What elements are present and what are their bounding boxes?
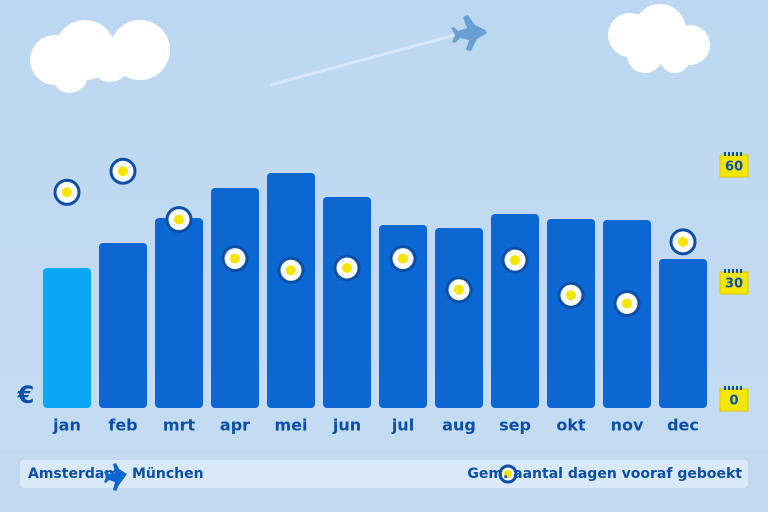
marker-dot (622, 298, 632, 309)
x-tick-label: nov (611, 416, 644, 435)
x-tick-label: dec (667, 416, 699, 435)
x-tick-label: feb (108, 416, 137, 435)
y2-tick-label: 60 (725, 160, 743, 175)
x-tick-label: jul (391, 416, 414, 435)
x-tick-label: jan (52, 416, 81, 435)
y2-tick-label: 30 (725, 277, 743, 292)
route-to: München (132, 466, 204, 482)
contrail (269, 33, 456, 87)
y2-tick-label: 0 (729, 394, 738, 409)
y-axis-label: € (17, 381, 35, 409)
bar (435, 228, 483, 408)
bar (43, 268, 91, 408)
bar (379, 225, 427, 408)
legend-label: Gem. aantal dagen vooraf geboekt (467, 466, 742, 482)
x-tick-label: aug (442, 416, 476, 435)
bar (267, 173, 315, 408)
x-tick-label: mei (274, 416, 307, 435)
x-tick-label: sep (499, 416, 531, 435)
cloud (30, 20, 170, 93)
bar (547, 219, 595, 408)
bar (323, 197, 371, 408)
marker-dot (342, 262, 352, 273)
bar (99, 243, 147, 408)
marker-dot (286, 265, 296, 276)
marker-dot (230, 253, 240, 264)
legend-bar (20, 460, 748, 488)
cloud (608, 4, 710, 73)
bar (659, 259, 707, 408)
x-tick-label: mrt (163, 416, 196, 435)
legend-marker-dot (504, 470, 512, 478)
bar (211, 188, 259, 408)
marker-dot (398, 253, 408, 264)
marker-dot (454, 284, 464, 295)
marker-dot (566, 290, 576, 301)
marker-dot (678, 236, 688, 247)
airplane (451, 15, 487, 51)
marker-dot (510, 255, 520, 266)
bar (491, 214, 539, 408)
route-from: Amsterdam (28, 466, 119, 482)
x-tick-label: jun (332, 416, 361, 435)
marker-dot (174, 214, 184, 225)
marker-dot (118, 166, 128, 177)
marker-dot (62, 187, 72, 198)
bar (155, 218, 203, 408)
x-tick-label: apr (220, 416, 250, 435)
x-tick-label: okt (556, 416, 586, 435)
route-plane (104, 463, 127, 491)
